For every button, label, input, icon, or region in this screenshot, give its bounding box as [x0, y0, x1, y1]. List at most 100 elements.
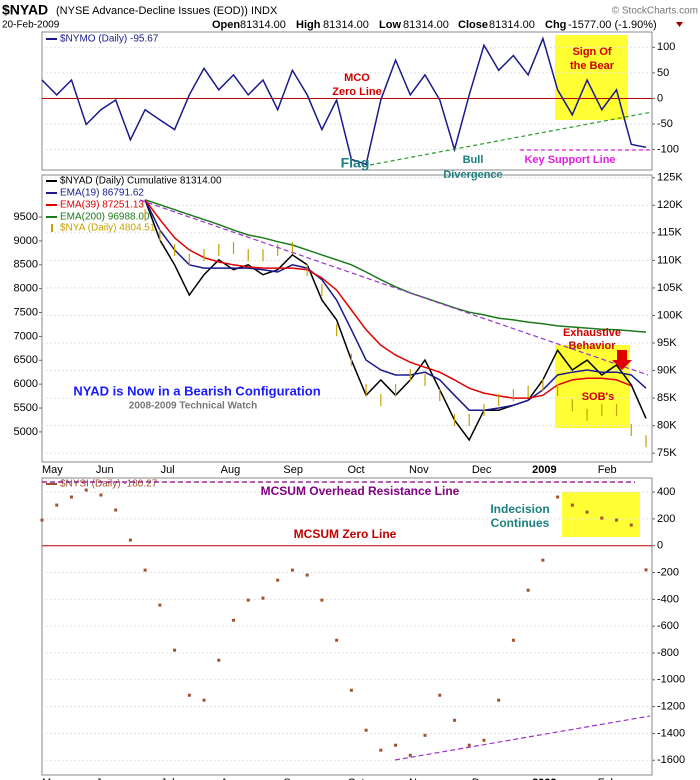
x-tick-label: Dec [472, 777, 492, 780]
series-line [41, 36, 647, 166]
down-marker [676, 22, 683, 27]
plot-layer: 100 50 0 -50 -100 $NYMO (Daily) -95.67 MCO Zero… [14, 34, 686, 780]
dot [114, 508, 118, 512]
overlay [42, 111, 653, 761]
y-tick-label: 120K [657, 199, 683, 211]
dot [394, 743, 398, 747]
y2-tick-label: 6000 [14, 378, 38, 390]
y-tick-label: -100 [657, 143, 679, 155]
dot [261, 596, 265, 600]
dot [55, 503, 59, 507]
legend-label: EMA(39) 87251.13 [60, 200, 144, 211]
annotation: Bull [463, 154, 484, 166]
description: (NYSE Advance-Decline Issues (EOD)) INDX [56, 5, 278, 17]
dot [379, 748, 383, 752]
panel-nymo [41, 31, 653, 171]
y-tick-label: -1400 [657, 727, 685, 739]
dot [69, 495, 73, 499]
y-tick-label: -400 [657, 593, 679, 605]
dot [570, 503, 574, 507]
y-tick-label: 95K [657, 337, 677, 349]
x-tick-label: Feb [598, 464, 617, 476]
y2-tick-label: 7000 [14, 330, 38, 342]
x-tick-label: Aug [221, 777, 241, 780]
y-tick-label: 85K [657, 392, 677, 404]
x-tick-label: 2009 [532, 777, 556, 780]
dot [320, 598, 324, 602]
annotation: 2008-2009 Technical Watch [129, 401, 257, 412]
y-tick-label: 100 [657, 41, 675, 53]
dot [600, 516, 604, 520]
y-tick-label: -600 [657, 620, 679, 632]
x-tick-label: Oct [347, 464, 364, 476]
x-tick-label: Jul [161, 777, 175, 780]
dot [408, 753, 412, 757]
dot [305, 573, 309, 577]
y-tick-label: 125K [657, 172, 683, 184]
x-tick-label: Aug [221, 464, 241, 476]
annotation: MCO [344, 72, 370, 84]
dot [438, 693, 442, 697]
dot [541, 558, 545, 562]
x-tick-label: Nov [409, 777, 429, 780]
y-tick-label: 90K [657, 364, 677, 376]
y2-tick-label: 9500 [14, 211, 38, 223]
y-tick-label: -50 [657, 118, 673, 130]
annotation: NYAD is Now in a Bearish Configuration [73, 383, 320, 398]
x-tick-label: Sep [283, 777, 303, 780]
y-tick-label: 400 [657, 486, 675, 498]
panel-nyad [41, 174, 653, 463]
date: 20-Feb-2009 [2, 20, 60, 31]
legend-label: $NYAD (Daily) Cumulative 81314.00 [60, 176, 222, 187]
dot [143, 568, 147, 572]
y2-tick-label: 9000 [14, 235, 38, 247]
dot [644, 568, 648, 572]
dot [511, 638, 515, 642]
dot [585, 510, 589, 514]
dot [246, 598, 250, 602]
annotation: Indecision [490, 502, 549, 516]
x-tick-label: Oct [347, 777, 364, 780]
y-tick-label: 50 [657, 67, 669, 79]
y2-tick-label: 6500 [14, 354, 38, 366]
legend-label: $NYSI (Daily) -180.27 [60, 479, 158, 490]
dot [202, 698, 206, 702]
quote-label: High [296, 19, 321, 31]
header: $NYAD (NYSE Advance-Decline Issues (EOD)… [2, 2, 698, 31]
annotation: Divergence [443, 169, 502, 181]
annotation: Zero Line [332, 86, 382, 98]
y-tick-label: 0 [657, 92, 663, 104]
dot [158, 603, 162, 607]
x-tick-label: Jun [96, 464, 114, 476]
dot [497, 698, 501, 702]
y2-tick-label: 8000 [14, 283, 38, 295]
dot [556, 495, 560, 499]
y-tick-label: 110K [657, 254, 683, 266]
dot [364, 728, 368, 732]
dot [526, 588, 530, 592]
legend-label: EMA(200) 96988.00 [60, 212, 150, 223]
dot [467, 743, 471, 747]
dot [99, 493, 103, 497]
y-tick-label: 100K [657, 309, 683, 321]
trend-line [394, 715, 651, 761]
dot [423, 733, 427, 737]
dot [187, 693, 191, 697]
quote-value: -1577.00 (-1.90%) [568, 19, 657, 31]
quote-value: 81314.00 [403, 19, 449, 31]
y-tick-label: 200 [657, 513, 675, 525]
dot [349, 688, 353, 692]
quote-value: 81314.00 [489, 19, 535, 31]
y-tick-label: -1200 [657, 701, 685, 713]
annotation: Flag [341, 155, 370, 171]
dot [217, 658, 221, 662]
y-tick-label: 75K [657, 447, 677, 459]
trend-line [369, 111, 653, 166]
y2-tick-label: 5000 [14, 426, 38, 438]
series-line [144, 199, 632, 399]
y-tick-label: -1600 [657, 754, 685, 766]
highlight-box [562, 492, 640, 537]
dot [335, 638, 339, 642]
y-tick-label: 105K [657, 282, 683, 294]
